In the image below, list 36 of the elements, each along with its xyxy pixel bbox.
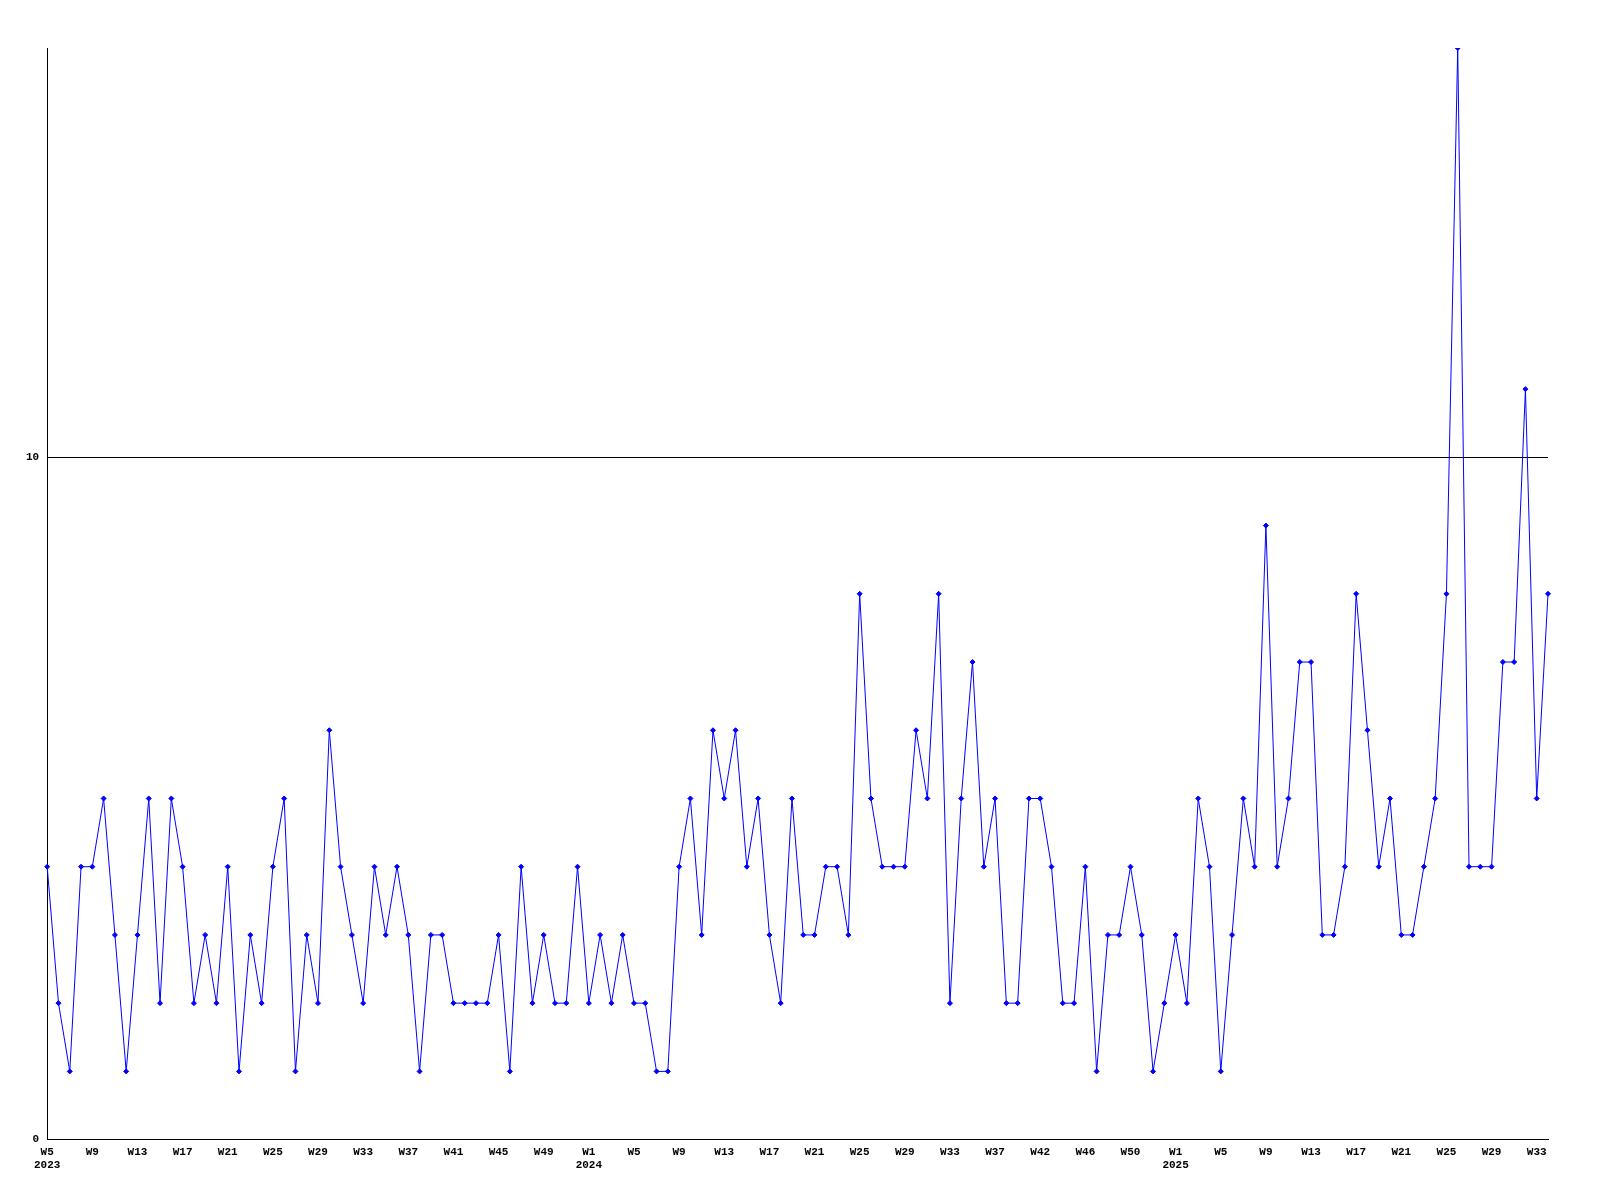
x-tick-label: W5 2023 bbox=[34, 1145, 61, 1172]
x-tick-label: W17 bbox=[759, 1145, 780, 1158]
x-tick-label: W21 bbox=[217, 1145, 239, 1158]
x-tick-label: W21 bbox=[804, 1145, 825, 1158]
x-tick-label: W9 bbox=[85, 1145, 99, 1158]
x-tick-label: W5 bbox=[1214, 1145, 1228, 1158]
x-tick-label: W29 bbox=[308, 1145, 328, 1158]
x-tick-label: W9 bbox=[1259, 1145, 1273, 1158]
x-tick-label: W33 bbox=[940, 1145, 961, 1158]
x-tick-label: W45 bbox=[488, 1145, 509, 1158]
x-tick-label: W33 bbox=[353, 1145, 374, 1158]
x-tick-label: W25 bbox=[262, 1145, 284, 1158]
x-tick-label: W5 bbox=[627, 1145, 641, 1158]
x-tick-label: W46 bbox=[1075, 1145, 1096, 1158]
x-tick-label: W13 bbox=[1301, 1145, 1322, 1158]
x-tick-label: W13 bbox=[127, 1145, 148, 1158]
x-tick-label: W25 bbox=[1436, 1145, 1457, 1158]
x-tick-label: W17 bbox=[172, 1145, 193, 1158]
y-tick-label: 0 bbox=[32, 1133, 40, 1146]
x-tick-label: W37 bbox=[398, 1145, 419, 1158]
x-tick-label: W29 bbox=[894, 1145, 915, 1158]
x-tick-label: W41 bbox=[443, 1145, 464, 1158]
x-tick-label: W37 bbox=[985, 1145, 1005, 1158]
x-tick-label: W21 bbox=[1391, 1145, 1412, 1158]
x-tick-label: W13 bbox=[714, 1145, 735, 1158]
y-tick-label: 10 bbox=[26, 451, 40, 464]
x-tick-label: W1 2024 bbox=[575, 1145, 603, 1172]
x-tick-label: W25 bbox=[849, 1145, 870, 1158]
x-tick-label: W9 bbox=[672, 1145, 686, 1158]
x-tick-label: W17 bbox=[1346, 1145, 1367, 1158]
x-tick-label: W1 2025 bbox=[1162, 1145, 1190, 1172]
x-tick-label: W33 bbox=[1526, 1145, 1548, 1158]
x-tick-label: W42 bbox=[1030, 1145, 1051, 1158]
x-tick-label: W49 bbox=[533, 1145, 554, 1158]
x-tick-label: W29 bbox=[1481, 1145, 1502, 1158]
x-tick-label: W50 bbox=[1120, 1145, 1141, 1158]
